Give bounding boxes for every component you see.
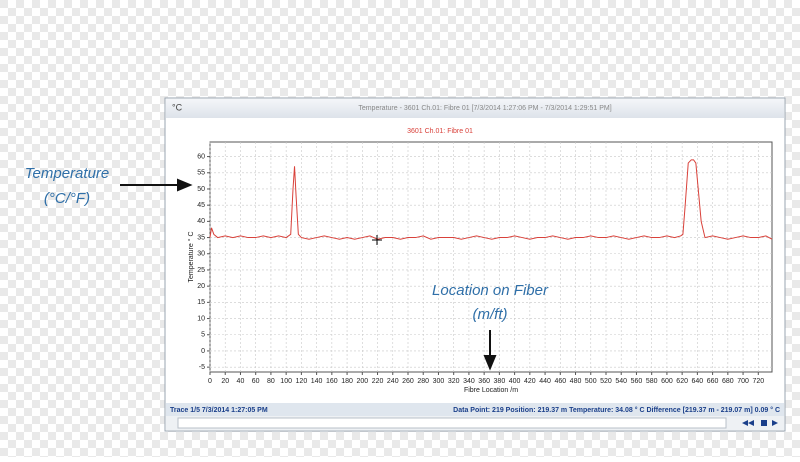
- x-tick-label: 40: [237, 378, 245, 385]
- x-tick-label: 520: [600, 378, 612, 385]
- x-tick-label: 680: [722, 378, 734, 385]
- x-tick-label: 320: [448, 378, 460, 385]
- stop-button[interactable]: [761, 420, 767, 426]
- x-tick-label: 280: [417, 378, 429, 385]
- x-tick-label: 580: [646, 378, 658, 385]
- x-tick-label: 420: [524, 378, 536, 385]
- status-right: Data Point: 219 Position: 219.37 m Tempe…: [453, 406, 780, 414]
- y-tick-label: 50: [197, 186, 205, 193]
- x-tick-label: 560: [631, 378, 643, 385]
- x-tick-label: 600: [661, 378, 673, 385]
- title-bar: [166, 99, 784, 118]
- x-tick-label: 200: [356, 378, 368, 385]
- y-tick-label: 15: [197, 299, 205, 306]
- x-tick-label: 360: [478, 378, 490, 385]
- arrow: [483, 330, 497, 371]
- x-tick-label: 620: [676, 378, 688, 385]
- annotation: Temperature: [25, 165, 110, 182]
- x-tick-label: 500: [585, 378, 597, 385]
- x-tick-label: 20: [221, 378, 229, 385]
- x-tick-label: 220: [372, 378, 384, 385]
- y-tick-label: 20: [197, 283, 205, 290]
- y-tick-label: 45: [197, 202, 205, 209]
- x-tick-label: 300: [433, 378, 445, 385]
- x-tick-label: 440: [539, 378, 551, 385]
- arrow: [120, 178, 193, 192]
- y-tick-label: -5: [199, 364, 205, 371]
- window-title: Temperature - 3601 Ch.01: Fibre 01 [7/3/…: [358, 105, 611, 112]
- x-tick-label: 400: [509, 378, 521, 385]
- x-tick-label: 640: [692, 378, 704, 385]
- y-tick-label: 40: [197, 218, 205, 225]
- x-tick-label: 240: [387, 378, 399, 385]
- x-tick-label: 540: [615, 378, 627, 385]
- x-tick-label: 120: [296, 378, 308, 385]
- x-tick-label: 260: [402, 378, 414, 385]
- y-tick-label: 35: [197, 234, 205, 241]
- x-tick-label: 380: [494, 378, 506, 385]
- y-tick-label: 25: [197, 267, 205, 274]
- rewind-button[interactable]: [742, 420, 754, 426]
- x-axis-label: Fibre Location /m: [464, 387, 518, 394]
- x-tick-label: 100: [280, 378, 292, 385]
- annotation: (°C/°F): [44, 190, 90, 207]
- scroll-track[interactable]: [177, 417, 727, 429]
- y-tick-label: 30: [197, 251, 205, 258]
- chart-title: 3601 Ch.01: Fibre 01: [407, 128, 473, 135]
- status-left: Trace 1/5 7/3/2014 1:27:05 PM: [170, 407, 268, 414]
- y-tick-label: 60: [197, 153, 205, 160]
- x-tick-label: 700: [737, 378, 749, 385]
- y-axis-label: Temperature ° C: [187, 231, 195, 282]
- x-tick-label: 480: [570, 378, 582, 385]
- annotation: (m/ft): [473, 306, 508, 323]
- x-tick-label: 80: [267, 378, 275, 385]
- x-tick-label: 720: [752, 378, 764, 385]
- annotation: Location on Fiber: [432, 282, 549, 299]
- y-tick-label: 10: [197, 315, 205, 322]
- x-tick-label: 180: [341, 378, 353, 385]
- x-tick-label: 140: [311, 378, 323, 385]
- status-bar: [166, 403, 784, 416]
- x-tick-label: 0: [208, 378, 212, 385]
- x-tick-label: 660: [707, 378, 719, 385]
- x-tick-label: 60: [252, 378, 260, 385]
- cursor: [372, 235, 382, 245]
- data-line: [209, 159, 773, 240]
- play-button[interactable]: [772, 420, 778, 426]
- y-tick-label: 55: [197, 170, 205, 177]
- x-tick-label: 340: [463, 378, 475, 385]
- x-tick-label: 160: [326, 378, 338, 385]
- y-tick-label: 5: [201, 332, 205, 339]
- x-tick-label: 460: [554, 378, 566, 385]
- window-icon: °C: [172, 102, 183, 112]
- y-tick-label: 0: [201, 348, 205, 355]
